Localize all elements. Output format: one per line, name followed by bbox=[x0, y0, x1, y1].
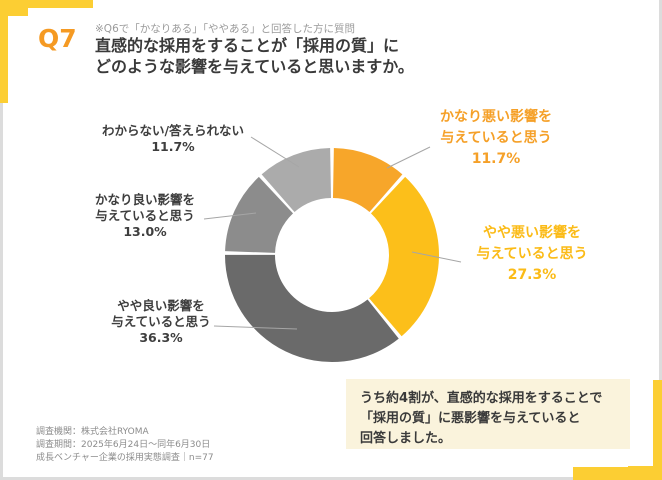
segment-label-very-good: かなり良い影響を 与えていると思う 13.0% bbox=[80, 192, 210, 240]
corner-decoration-topleft-bar-v bbox=[0, 0, 8, 103]
segment-label-very-good-text1: かなり良い影響を bbox=[94, 192, 195, 207]
survey-meta: 調査機関：株式会社RYOMA 調査期間：2025年6月24日～同年6月30日 成… bbox=[36, 426, 214, 465]
corner-decoration-bottomright-bar-v bbox=[653, 380, 662, 480]
corner-decoration-bottomright-square bbox=[628, 466, 662, 480]
segment-label-very-good-text2: 与えていると思う bbox=[95, 208, 195, 223]
segment-label-somewhat-good-text1: やや良い影響を bbox=[117, 298, 205, 313]
donut-segment-2 bbox=[224, 254, 399, 363]
segment-label-very-bad: かなり悪い影響を 与えていると思う 11.7% bbox=[421, 107, 571, 170]
segment-label-unknown-pct: 11.7% bbox=[151, 139, 195, 154]
leader-line-3 bbox=[203, 212, 257, 220]
segment-label-unknown: わからない/答えられない 11.7% bbox=[83, 123, 263, 155]
page-title-line2: どのような影響を与えていると思いますか。 bbox=[95, 57, 414, 76]
donut-segment-4 bbox=[261, 148, 332, 213]
segment-label-somewhat-bad-pct: 27.3% bbox=[507, 267, 557, 283]
page-border-left bbox=[0, 100, 3, 480]
page-border-right bbox=[659, 0, 662, 382]
segment-label-somewhat-good: やや良い影響を 与えていると思う 36.3% bbox=[96, 298, 226, 346]
summary-callout-line1: うち約4割が、直感的な採用をすることで bbox=[360, 391, 603, 406]
question-number: Q7 bbox=[38, 24, 77, 53]
corner-decoration-topleft-square bbox=[0, 0, 28, 16]
corner-decoration-topleft-bar-h bbox=[0, 0, 93, 8]
segment-label-very-bad-text1: かなり悪い影響を bbox=[440, 109, 552, 125]
segment-label-somewhat-bad-text2: 与えていると思う bbox=[476, 246, 588, 262]
segment-label-unknown-text: わからない/答えられない bbox=[101, 123, 245, 138]
segment-label-somewhat-good-pct: 36.3% bbox=[139, 330, 183, 345]
segment-label-somewhat-bad: やや悪い影響を 与えていると思う 27.3% bbox=[457, 223, 607, 286]
leader-line-1 bbox=[411, 251, 462, 263]
question-note: ※Q6で「かなりある」「ややある」と回答した方に質問 bbox=[95, 23, 355, 35]
page-title-line1: 直感的な採用をすることが「採用の質」に bbox=[95, 36, 400, 55]
donut-segment-0 bbox=[332, 148, 403, 213]
segment-label-somewhat-bad-text1: やや悪い影響を bbox=[483, 225, 581, 241]
segment-label-very-good-pct: 13.0% bbox=[123, 224, 167, 239]
segment-label-somewhat-good-text2: 与えていると思う bbox=[111, 314, 211, 329]
survey-meta-period: 調査期間：2025年6月24日～同年6月30日 bbox=[36, 440, 211, 450]
leader-line-2 bbox=[213, 325, 298, 330]
segment-label-very-bad-pct: 11.7% bbox=[471, 151, 521, 167]
page-title: 直感的な採用をすることが「採用の質」に どのような影響を与えていると思いますか。 bbox=[95, 35, 414, 77]
summary-callout-line2: 「採用の質」に悪影響を与えていると bbox=[360, 411, 581, 426]
page-border-bottom bbox=[0, 477, 573, 480]
survey-meta-sample: 成長ベンチャー企業の採用実態調査｜n=77 bbox=[36, 453, 214, 463]
segment-label-very-bad-text2: 与えていると思う bbox=[440, 130, 552, 146]
summary-callout-line3: 回答しました。 bbox=[360, 431, 452, 446]
summary-callout: うち約4割が、直感的な採用をすることで 「採用の質」に悪影響を与えていると 回答… bbox=[346, 379, 630, 449]
survey-meta-org: 調査機関：株式会社RYOMA bbox=[36, 427, 149, 437]
donut-segment-3 bbox=[225, 176, 294, 253]
donut-segment-1 bbox=[369, 176, 439, 337]
